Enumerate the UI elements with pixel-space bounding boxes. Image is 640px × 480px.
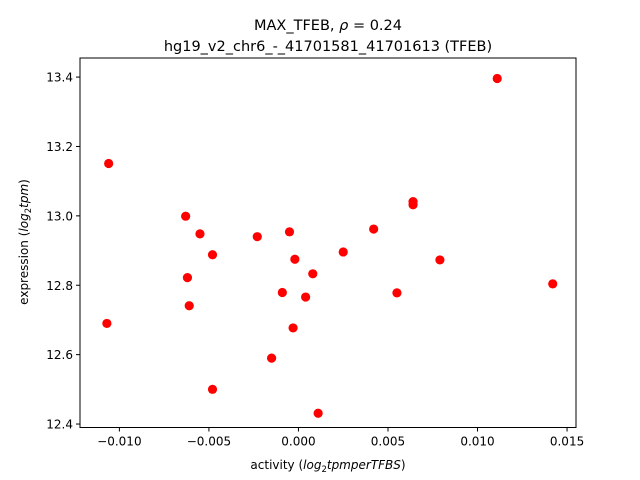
data-point — [435, 255, 445, 265]
data-point — [369, 224, 379, 234]
chart-subtitle: hg19_v2_chr6_-_41701581_41701613 (TFEB) — [164, 39, 492, 55]
x-tick-label: 0.005 — [371, 435, 405, 449]
y-tick-label: 13.2 — [46, 140, 73, 154]
data-point — [290, 254, 300, 264]
x-axis: −0.010 −0.005 0.000 0.005 0.010 0.015 — [97, 427, 584, 449]
y-tick-label: 12.8 — [46, 279, 73, 293]
y-tick-label: 13.4 — [46, 71, 73, 85]
plot-area — [102, 73, 558, 418]
data-point — [492, 73, 502, 84]
data-point — [102, 318, 112, 329]
x-axis-label: activity (log2tpmperTFBS) — [250, 458, 405, 475]
data-point — [277, 287, 287, 298]
data-point — [195, 229, 205, 239]
data-point — [184, 301, 194, 311]
x-tick-label: −0.010 — [97, 435, 141, 449]
data-point — [313, 408, 323, 418]
axes-frame — [79, 57, 577, 428]
data-point — [408, 200, 418, 210]
data-point — [207, 384, 218, 394]
data-point — [308, 269, 318, 279]
data-point — [301, 292, 311, 302]
x-tick-label: −0.005 — [187, 435, 231, 449]
data-point — [392, 288, 402, 298]
y-axis: 12.4 12.6 12.8 13.0 13.2 13.4 — [46, 71, 80, 432]
y-tick-label: 13.0 — [46, 209, 73, 223]
chart-title: MAX_TFEB, ρ = 0.24 — [254, 18, 402, 34]
data-point — [288, 323, 298, 333]
x-tick-label: 0.015 — [550, 435, 584, 449]
y-tick-label: 12.4 — [46, 418, 73, 432]
data-point — [182, 273, 193, 283]
x-tick-label: 0.000 — [281, 435, 315, 449]
data-point — [104, 158, 114, 169]
data-point — [252, 232, 262, 242]
data-point — [338, 247, 348, 257]
y-tick-label: 12.6 — [46, 348, 73, 362]
data-point — [181, 211, 191, 221]
data-point — [207, 250, 218, 260]
data-point — [548, 279, 558, 289]
data-point — [266, 353, 277, 363]
data-point — [284, 227, 295, 237]
x-tick-label: 0.010 — [460, 435, 494, 449]
